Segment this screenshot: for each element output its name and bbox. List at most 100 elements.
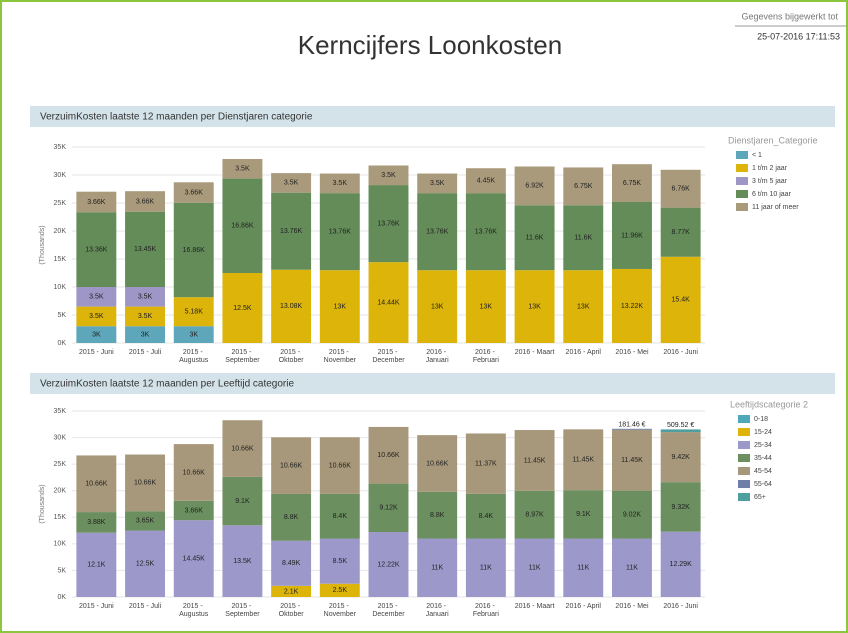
bar-segment [173,202,214,298]
x-tick-label: 2015 - Juni [79,603,114,610]
data-label: 8.77K [672,229,691,236]
data-label: 11.45K [621,457,643,464]
bar-segment [222,178,263,273]
data-label: 13.76K [475,229,498,236]
data-label: 11K [577,565,589,572]
bar-segment [611,429,652,491]
data-label: 8.8K [430,512,445,519]
legend-title: Dienstjaren_Categorie [728,135,818,145]
x-tick-label: 2016 - Januari [426,349,449,364]
data-label: 6.92K [525,183,544,190]
bar-segment [76,287,117,307]
legend-label: < 1 [752,152,762,159]
x-tick-label: 2015 - Juni [79,349,114,356]
data-label: 3.5K [138,313,153,320]
x-tick-label: 2016 - Februari [473,349,500,364]
bar-segment [125,191,166,212]
bar-segment [319,583,360,597]
x-tick-label: 2015 - December [372,349,405,364]
y-tick-label: 10K [54,284,67,291]
data-label: 13.76K [329,229,352,236]
bar-segment [368,185,409,263]
bar-segment [271,192,312,270]
data-label: 9.02K [623,511,642,518]
bar-segment [660,429,701,433]
legend-label: 0-18 [754,416,768,423]
chart-title: VerzuimKosten laatste 12 maanden per Lee… [40,379,294,390]
bar-segment [125,211,166,287]
data-label: 10.66K [329,462,352,469]
x-tick-label: 2016 - Juni [663,349,698,356]
x-tick-label: 2015 - Juli [129,349,162,356]
data-label: 9.1K [576,511,591,518]
bar-segment [125,511,166,531]
y-tick-label: 20K [54,488,67,495]
legend-label: 55-64 [754,481,772,488]
data-label: 10.66K [426,460,449,467]
bar-segment [563,167,604,206]
bar-segment [76,212,117,287]
y-tick-label: 0K [57,340,66,347]
data-label: 3.66K [87,199,106,206]
bar-segment [125,306,166,327]
legend-label: 6 t/m 10 jaar [752,191,792,198]
bar-segment [271,493,312,541]
y-tick-label: 15K [54,256,67,263]
x-tick-label: 2016 - April [566,349,602,356]
bar-segment [125,326,166,343]
data-label: 11.6K [526,235,544,242]
bar-segment [222,476,263,526]
data-label: 11K [480,565,492,572]
bar-segment [271,585,312,597]
bar-segment [611,201,652,269]
chart-title-bar [30,106,835,127]
data-label: 14.45K [183,555,206,562]
data-label: 13K [480,303,493,310]
legend-swatch [738,415,750,423]
bar-segment [368,426,409,484]
x-tick-label: 2015 - Juli [129,603,162,610]
bar-segment [660,482,701,532]
y-tick-label: 25K [54,200,67,207]
legend-label: 1 t/m 2 jaar [752,165,788,172]
x-tick-label: 2015 - Augustus [179,349,209,364]
data-label: 14.44K [377,299,400,306]
bar-segment [611,268,652,343]
chart-title-bar [30,373,835,394]
bar-segment [222,273,263,343]
update-time: 25-07-2016 17:11:53 [757,31,840,41]
bar-segment [368,165,409,186]
data-label: 10.66K [280,462,303,469]
data-label: 8.97K [525,512,544,519]
x-tick-label: 2015 - Oktober [279,603,305,618]
chart-title: VerzuimKosten laatste 12 maanden per Die… [40,112,313,123]
data-label: 3.5K [381,172,396,179]
bar-segment [319,493,360,539]
data-label: 2.5K [333,587,348,594]
bar-segment [514,166,555,206]
data-label: 5.18K [185,309,204,316]
x-tick-label: 2015 - December [372,603,405,618]
bar-segment [368,483,409,533]
data-label: 8.4K [479,513,494,520]
bar-segment [417,538,458,597]
legend-swatch [738,428,750,436]
legend-label: 3 t/m 5 jaar [752,178,788,185]
data-label: 9.1K [235,498,250,505]
data-label: 13K [577,303,590,310]
bar-segment [514,490,555,539]
data-label: 12.5K [136,561,155,568]
bar-segment [173,500,214,521]
bar-segment [125,530,166,597]
legend-swatch [736,151,748,159]
bar-segment [222,420,263,477]
data-label: 3.66K [136,198,155,205]
bar-segment [611,538,652,597]
bar-segment [563,270,604,343]
y-tick-label: 5K [57,567,66,574]
data-label: 9.32K [672,504,691,511]
legend-label: 25-34 [754,442,772,449]
legend-label: 15-24 [754,429,772,436]
data-label: 3K [92,331,101,338]
legend-label: 11 jaar of meer [752,204,799,211]
